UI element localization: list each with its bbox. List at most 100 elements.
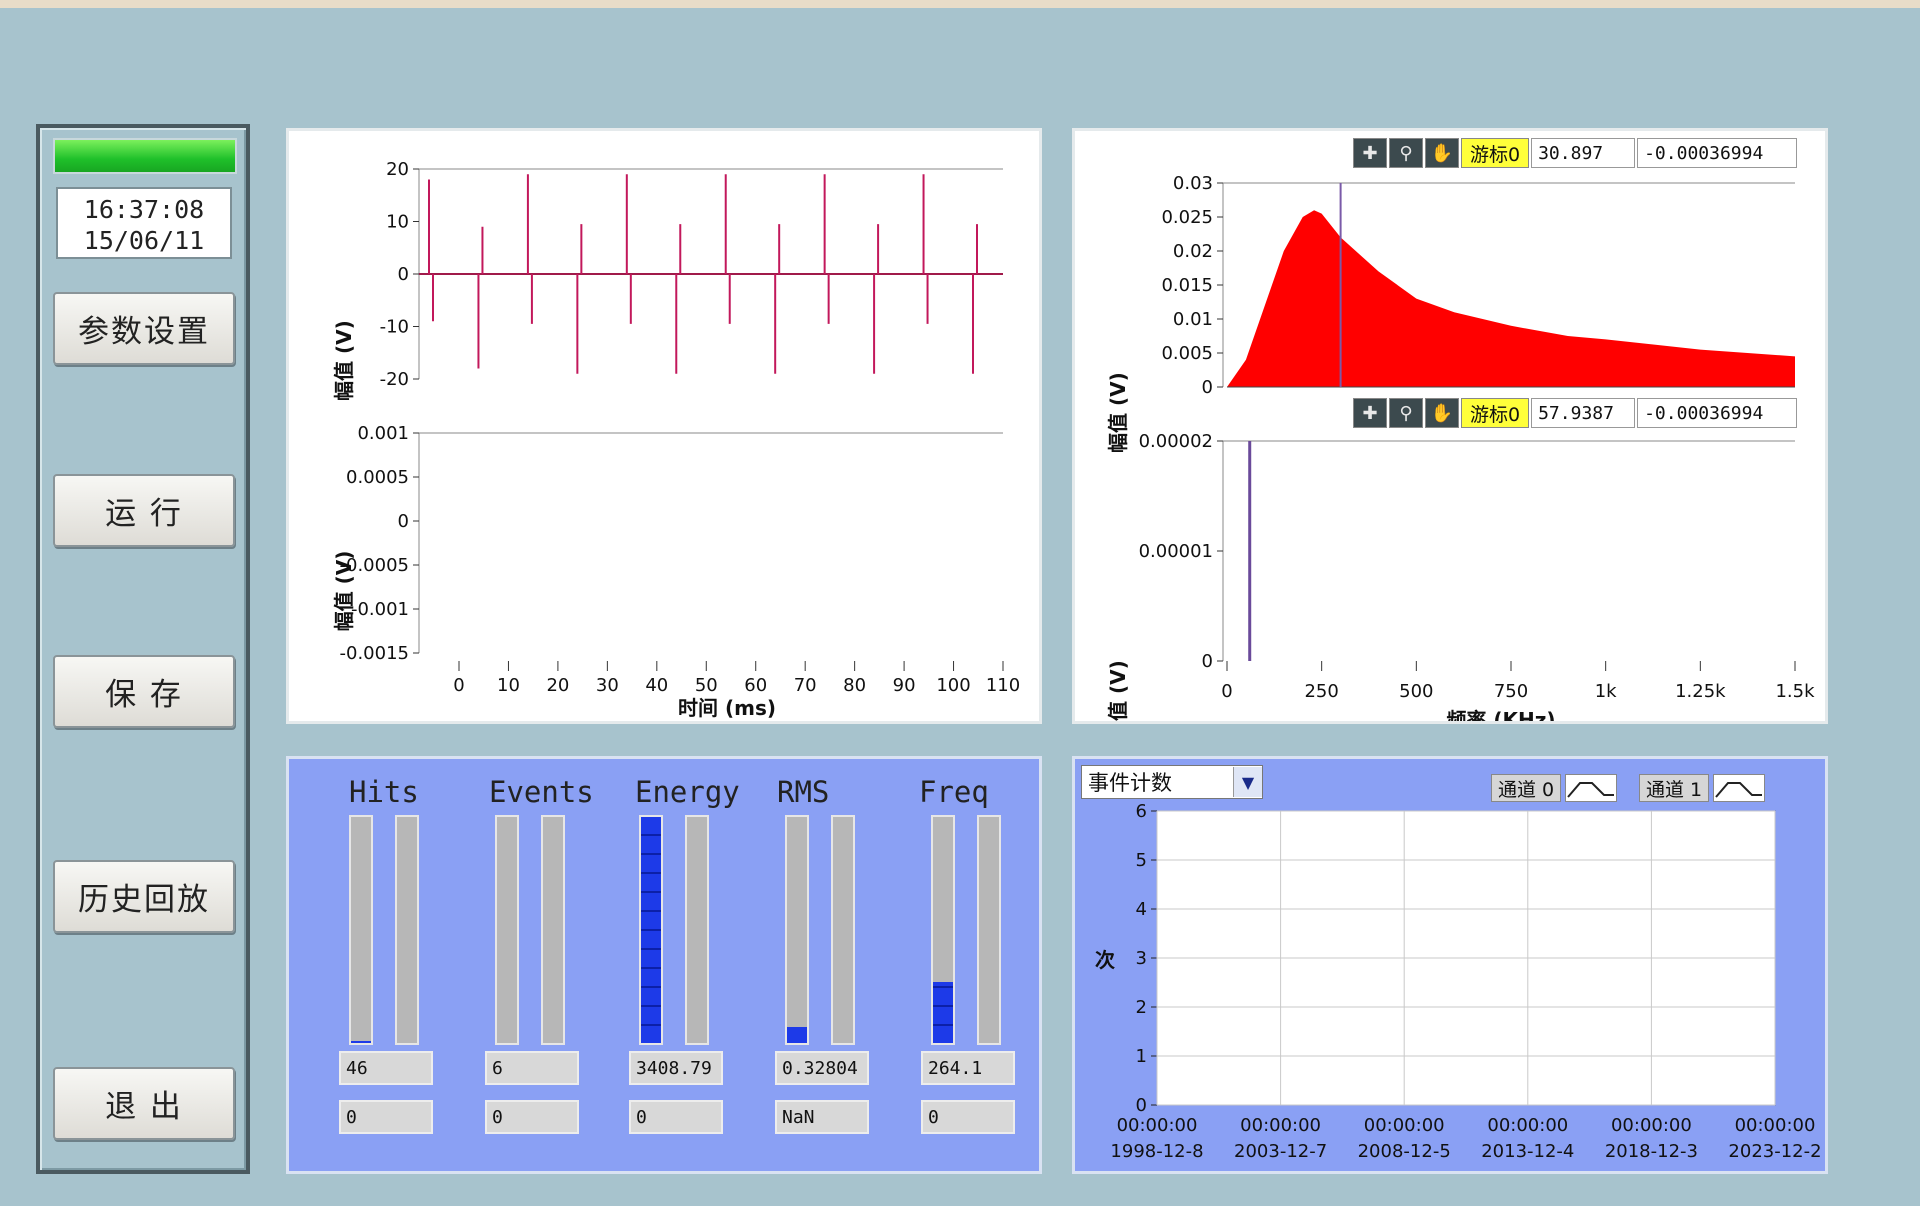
chevron-down-icon[interactable]: ▼ [1233,767,1262,797]
spectrum-bottom-ytick-label: 0.00002 [1139,431,1213,452]
spectrum-xtick-label: 250 [1304,681,1338,702]
event-ytick-label: 1 [1136,1046,1147,1067]
meter-value2-rms: NaN [775,1100,869,1134]
waveform-chart[interactable]: 20100-10-200.0010.00050-0.0005-0.001-0.0… [289,131,1039,721]
window-top-strip [0,0,1920,8]
cursor-name-top[interactable]: 游标0 [1461,138,1530,168]
spectrum-xtick-label: 0 [1221,681,1232,702]
waveform-xtick-label: 40 [645,675,668,696]
event-xtick-date: 2003-12-7 [1234,1141,1327,1162]
pan-hand-icon[interactable]: ✋ [1425,138,1459,168]
event-xtick-date: 2018-12-3 [1605,1141,1698,1162]
waveform-xtick-label: 0 [453,675,464,696]
meter-tank-freq [977,815,1001,1045]
spectrum-top-ytick-label: 0 [1202,377,1213,398]
meter-fill [933,981,953,1043]
meter-tank-freq [931,815,955,1045]
pan-hand-icon[interactable]: ✋ [1425,398,1459,428]
run-button[interactable]: 运 行 [53,474,235,547]
meter-fill [351,1040,371,1043]
meter-tank-energy [685,815,709,1045]
spectrum-area [1227,210,1795,387]
meter-value2-freq: 0 [921,1100,1015,1134]
meter-tank-energy [639,815,663,1045]
crosshair-icon[interactable]: ✚ [1353,138,1387,168]
meter-value-freq: 264.1 [921,1051,1015,1085]
waveform-xtick-label: 20 [546,675,569,696]
waveform-xtick-label: 10 [497,675,520,696]
event-ytick-label: 6 [1136,801,1147,822]
meter-title-hits: Hits [349,775,419,809]
spectrum-bottom-ytick-label: 0 [1202,651,1213,672]
waveform-bottom-ytick-label: 0.0005 [346,467,409,488]
spectrum-chart[interactable]: 0.03 0.025 0.02 0.015 0.01 0.005 0 0.00002 0.000… [1075,131,1825,721]
clock-date: 15/06/11 [83,226,205,255]
waveform-xtick-label: 90 [893,675,916,696]
spectrum-bottom-ytick-label: 0.00001 [1139,541,1213,562]
meter-tank-hits [349,815,373,1045]
spectrum-xtick-label: 1.25k [1675,681,1726,702]
cursor-y-top[interactable]: -0.00036994 [1637,138,1798,168]
waveform-xlabel: 时间 (ms) [678,696,776,720]
cursor-y-bottom[interactable]: -0.00036994 [1637,398,1798,428]
waveform-xtick-label: 100 [936,675,970,696]
event-type-dropdown[interactable]: 事件计数 ▼ [1081,765,1263,799]
event-xtick-time: 00:00:00 [1611,1115,1692,1136]
event-xtick-time: 00:00:00 [1735,1115,1816,1136]
exit-button[interactable]: 退 出 [53,1067,235,1140]
event-xtick-date: 1998-12-8 [1110,1141,1203,1162]
cursor-x-top[interactable]: 30.897 [1531,138,1636,168]
meter-tank-rms [785,815,809,1045]
clock-time: 16:37:08 [83,195,205,224]
spectrum-bottom-ylabel: 幅值 (V) [1106,660,1130,721]
waveform-bottom-ytick-label: -0.001 [351,599,409,620]
channel-1-line-icon[interactable] [1713,774,1766,802]
spectrum-top-ylabel: 幅值 (V) [1106,372,1130,453]
crosshair-icon[interactable]: ✚ [1353,398,1387,428]
spectrum-xlabel: 频率 (KHz) [1446,708,1555,721]
cursor-x-bottom[interactable]: 57.9387 [1531,398,1636,428]
meters-panel: Hits 46 0 Events 6 0 Energy 3408.79 0 RMS 0.32804 N… [286,756,1042,1174]
event-count-chart[interactable]: 654321000:00:001998-12-800:00:002003-12-… [1075,759,1825,1171]
waveform-top-ytick-label: 0 [398,264,409,285]
event-count-panel: 6 5 4 3 2 1 0 00:00:00 1998-12-8 00:00:00 2003-12-… [1072,756,1828,1174]
spectrum-top-ytick-label: 0.025 [1161,207,1213,228]
meter-tank-rms [831,815,855,1045]
channel-0-line-icon[interactable] [1565,774,1618,802]
history-playback-button[interactable]: 历史回放 [53,860,235,933]
meter-value2-events: 0 [485,1100,579,1134]
event-xtick-date: 2008-12-5 [1358,1141,1451,1162]
channel-0-legend[interactable]: 通道 0 [1491,773,1618,803]
spectrum-top-ytick-label: 0.015 [1161,275,1213,296]
event-xtick-date: 2013-12-4 [1481,1141,1574,1162]
meter-value-hits: 46 [339,1051,433,1085]
spectrum-xtick-label: 1.5k [1775,681,1815,702]
cursor-name-bottom[interactable]: 游标0 [1461,398,1530,428]
waveform-xtick-label: 80 [843,675,866,696]
meter-tank-events [541,815,565,1045]
zoom-icon[interactable]: ⚲ [1389,398,1423,428]
channel-1-label: 通道 1 [1639,774,1710,802]
event-ytick-label: 5 [1136,850,1147,871]
event-type-selected: 事件计数 [1088,771,1172,795]
spectrum-top-ytick-label: 0.01 [1173,309,1213,330]
meter-title-energy: Energy [635,775,740,809]
channel-1-legend[interactable]: 通道 1 [1639,773,1766,803]
spectrum-xtick-label: 750 [1494,681,1528,702]
meter-title-freq: Freq [919,775,989,809]
settings-button[interactable]: 参数设置 [53,292,235,365]
waveform-xtick-label: 50 [695,675,718,696]
event-ytick-label: 0 [1136,1095,1147,1116]
meter-value-energy: 3408.79 [629,1051,723,1085]
event-ytick-label: 3 [1136,948,1147,969]
zoom-icon[interactable]: ⚲ [1389,138,1423,168]
event-xtick-date: 2023-12-2 [1728,1141,1821,1162]
status-led [53,138,237,174]
waveform-panel: 20 10 0 -10 -20 0.001 0.0005 0 -0.0005 -0.001 -0.0… [286,128,1042,724]
cursor-toolbar-top: ✚ ⚲ ✋ 游标0 30.897 -0.00036994 [1353,137,1798,169]
waveform-xtick-label: 70 [794,675,817,696]
meter-tank-events [495,815,519,1045]
event-ytick-label: 4 [1136,899,1147,920]
save-button[interactable]: 保 存 [53,655,235,728]
waveform-bottom-ytick-label: -0.0015 [340,643,409,664]
